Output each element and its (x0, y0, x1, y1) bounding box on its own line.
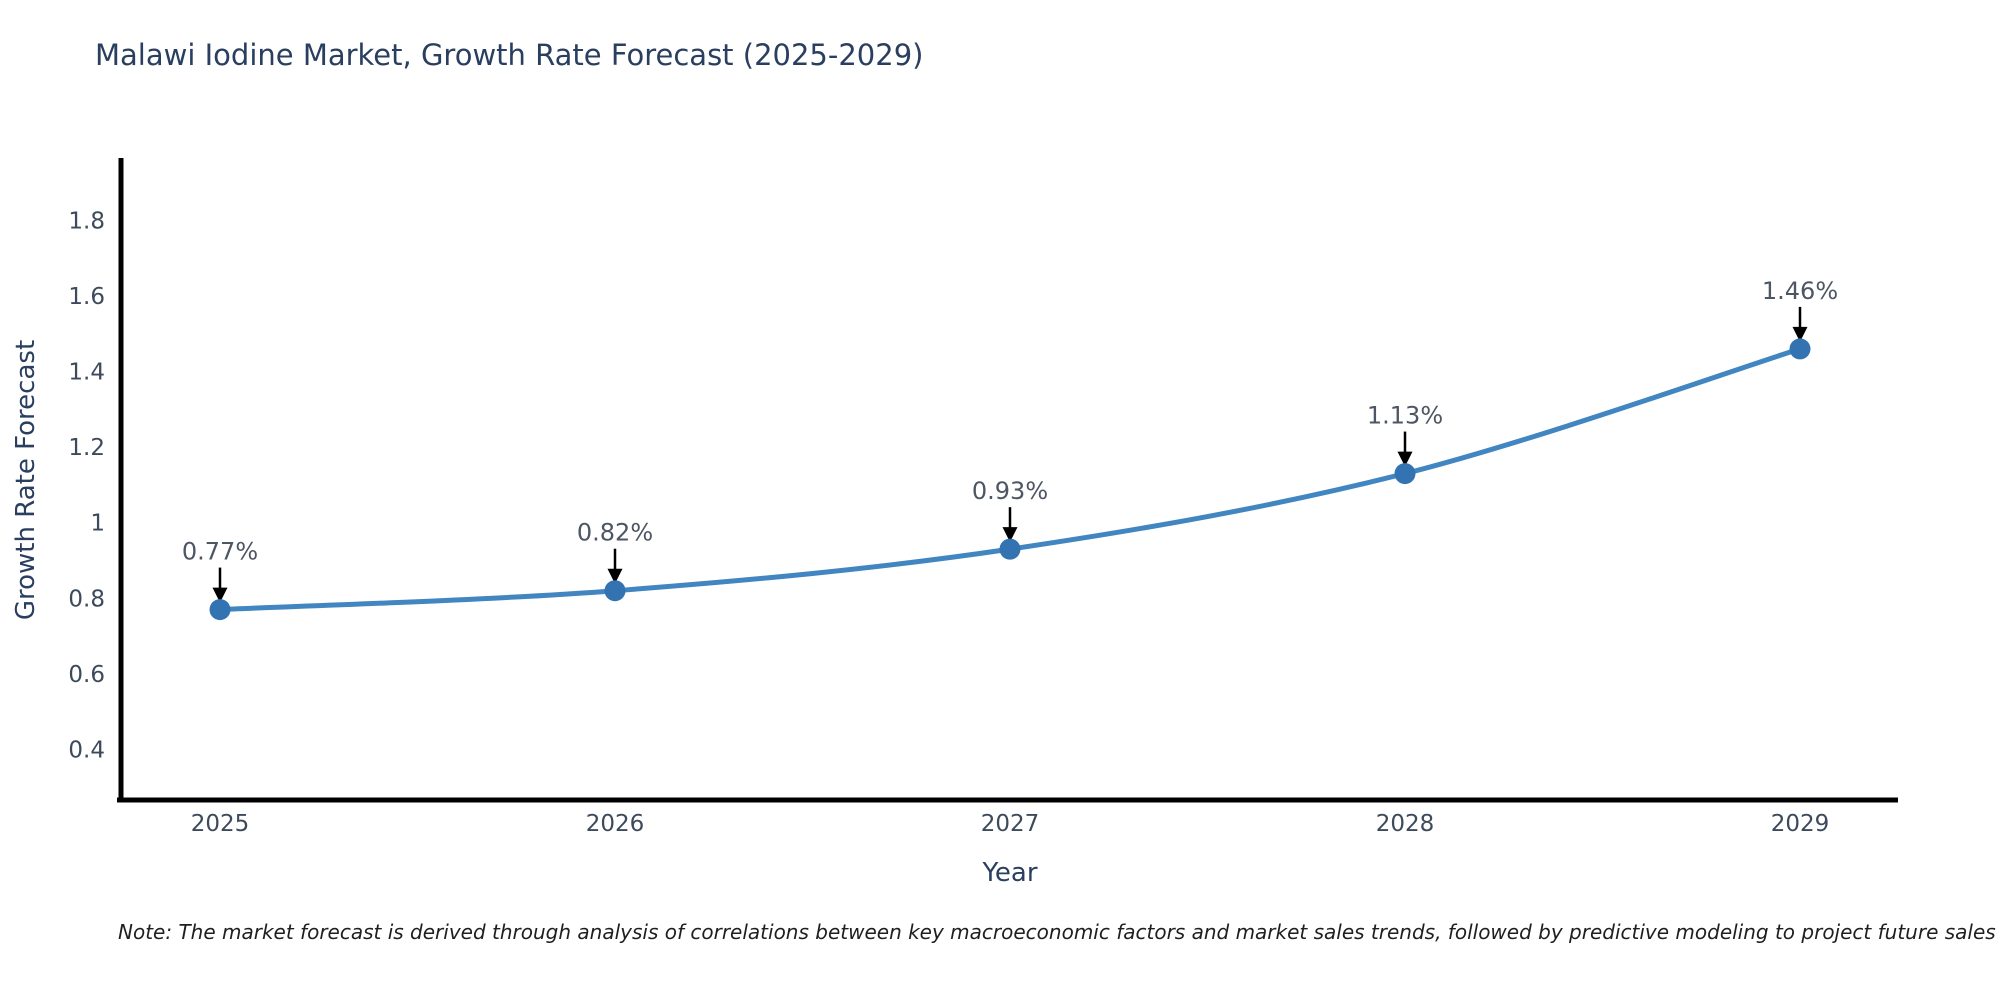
y-tick-label: 1.6 (68, 284, 105, 310)
point-value-label: 0.93% (972, 477, 1048, 505)
annotation-arrow-head (1397, 451, 1413, 467)
x-tick-label: 2027 (981, 811, 1040, 837)
annotation-arrow-head (1792, 326, 1808, 342)
x-tick-label: 2025 (191, 811, 250, 837)
annotation-arrow-head (607, 568, 623, 584)
annotation-arrow-head (1002, 527, 1018, 543)
data-point-2028[interactable] (1394, 463, 1416, 485)
chart-title: Malawi Iodine Market, Growth Rate Foreca… (95, 38, 924, 72)
footnote: Note: The market forecast is derived thr… (118, 920, 1996, 944)
point-value-label: 1.13% (1367, 402, 1443, 430)
point-value-label: 0.82% (577, 519, 653, 547)
y-tick-label: 0.4 (68, 737, 105, 763)
x-axis-title: Year (982, 858, 1038, 888)
data-point-2025[interactable] (209, 599, 231, 621)
y-tick-label: 1.4 (68, 360, 105, 386)
point-value-label: 1.46% (1762, 277, 1838, 305)
data-point-2029[interactable] (1789, 338, 1811, 360)
x-tick-label: 2028 (1376, 811, 1435, 837)
y-tick-label: 1 (90, 511, 105, 537)
x-tick-label: 2029 (1771, 811, 1830, 837)
data-point-2027[interactable] (999, 538, 1021, 560)
y-tick-label: 1.8 (68, 208, 105, 234)
point-value-label: 0.77% (182, 538, 258, 566)
y-tick-label: 1.2 (68, 435, 105, 461)
data-point-2026[interactable] (604, 580, 626, 602)
x-tick-label: 2026 (586, 811, 645, 837)
y-tick-label: 0.6 (68, 662, 105, 688)
y-tick-label: 0.8 (68, 586, 105, 612)
annotation-arrow-head (212, 587, 228, 603)
